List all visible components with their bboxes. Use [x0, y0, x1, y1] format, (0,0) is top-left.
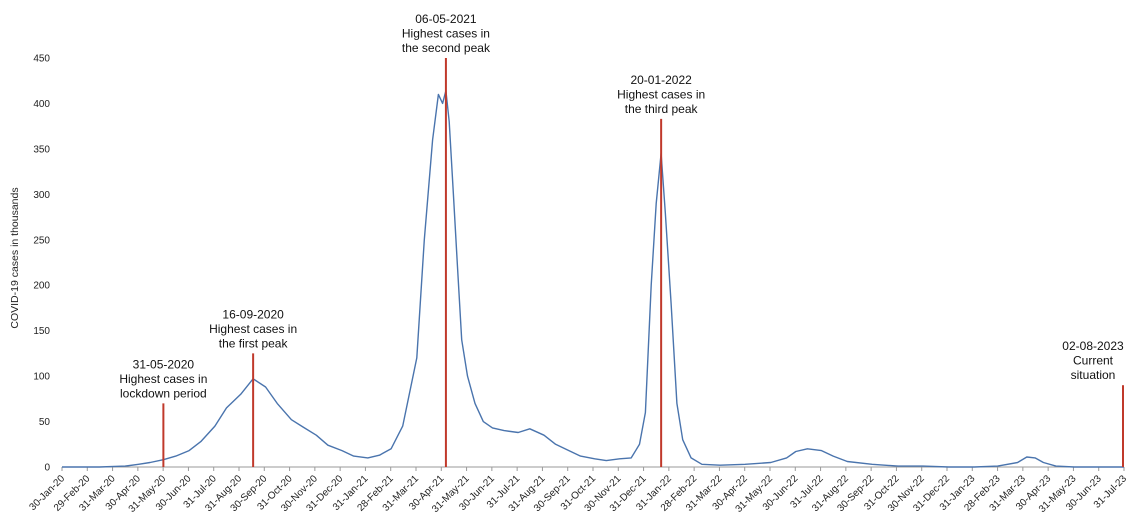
- annotation-text: 31-05-2020: [133, 357, 195, 371]
- annotation-text: Highest cases in: [617, 87, 705, 101]
- annotation-text: the third peak: [625, 102, 699, 116]
- series-line: [62, 90, 1124, 468]
- annotation-text: situation: [1071, 368, 1116, 382]
- y-tick-label: 50: [39, 417, 51, 428]
- x-axis-ticks: 30-Jan-2029-Feb-2031-Mar-2030-Apr-2031-M…: [28, 467, 1129, 515]
- y-axis-ticks: 0 50 100 150 200 250 300 350 400 450: [33, 54, 50, 474]
- y-tick-label: 200: [33, 281, 50, 292]
- y-tick-label: 0: [44, 463, 50, 474]
- y-axis-title: COVID-19 cases in thousands: [9, 187, 21, 328]
- annotation-text: 06-05-2021: [415, 12, 477, 26]
- annotation-text: 02-08-2023: [1062, 339, 1124, 353]
- annotation-text: the first peak: [219, 336, 289, 350]
- annotation-text: Current: [1073, 354, 1114, 368]
- annotation-text: 20-01-2022: [630, 73, 692, 87]
- annotation-text: the second peak: [402, 41, 491, 55]
- y-tick-label: 350: [33, 144, 50, 155]
- y-tick-label: 450: [33, 54, 50, 65]
- y-tick-label: 250: [33, 235, 50, 246]
- y-tick-label: 400: [33, 99, 50, 110]
- series-layer: [62, 90, 1124, 468]
- annotation-text: 16-09-2020: [222, 307, 284, 321]
- annotation-text: lockdown period: [120, 386, 207, 400]
- y-tick-label: 100: [33, 372, 50, 383]
- annotation-text: Highest cases in: [402, 27, 490, 41]
- annotation-text: Highest cases in: [119, 372, 207, 386]
- y-tick-label: 300: [33, 190, 50, 201]
- y-tick-label: 150: [33, 326, 50, 337]
- annotation-text: Highest cases in: [209, 322, 297, 336]
- y-axis-label: COVID-19 cases in thousands: [9, 187, 21, 328]
